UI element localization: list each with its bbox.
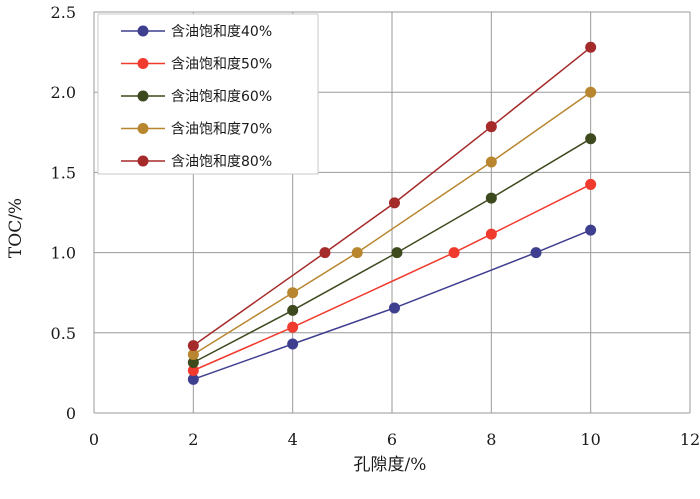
data-point-5 xyxy=(388,197,400,209)
data-point-1 xyxy=(287,338,299,350)
data-point-2 xyxy=(585,178,597,190)
x-tick-label: 0 xyxy=(89,430,99,449)
y-tick-label: 2.0 xyxy=(51,83,76,102)
x-tick-label: 2 xyxy=(188,430,198,449)
series-layer xyxy=(187,41,597,385)
y-axis-label: TOC/% xyxy=(6,198,26,258)
data-point-3 xyxy=(585,133,597,145)
data-point-4 xyxy=(351,247,363,259)
data-point-4 xyxy=(187,348,199,360)
legend-marker xyxy=(137,123,149,134)
x-tick-label: 8 xyxy=(486,430,496,449)
legend-marker xyxy=(137,155,149,167)
data-point-2 xyxy=(187,364,199,376)
data-point-1 xyxy=(388,302,400,314)
y-tick-label: 0 xyxy=(66,404,76,423)
x-tick-label: 10 xyxy=(580,430,600,449)
legend-label: 含油饱和度60% xyxy=(171,89,272,105)
legend-label: 含油饱和度40% xyxy=(171,24,272,40)
x-tick-label: 4 xyxy=(288,430,298,449)
data-point-5 xyxy=(187,340,199,352)
tick-labels: 0 2 4 6 8 10 12 0 0.5 1.0 1.5 2.0 2.5 xyxy=(51,3,700,449)
legend-box xyxy=(97,13,319,175)
data-point-2 xyxy=(485,228,497,240)
x-axis-label: 孔隙度/% xyxy=(354,455,427,475)
data-point-4 xyxy=(485,156,497,168)
y-tick-label: 0.5 xyxy=(51,324,76,343)
legend-label: 含油饱和度50% xyxy=(171,57,272,73)
legend-label: 含油饱和度70% xyxy=(171,122,272,138)
data-point-1 xyxy=(585,224,597,236)
data-point-1 xyxy=(530,247,542,259)
data-point-3 xyxy=(187,356,199,368)
data-point-2 xyxy=(287,321,299,333)
legend: 含油饱和度40% 含油饱和度50% 含油饱和度60% 含油饱和度70% 含油饱和度80% xyxy=(97,13,319,175)
data-point-3 xyxy=(391,247,403,259)
legend-marker xyxy=(137,90,149,102)
data-point-4 xyxy=(585,86,597,98)
data-point-5 xyxy=(485,121,497,133)
x-tick-label: 6 xyxy=(387,430,397,449)
data-point-3 xyxy=(485,192,497,204)
data-point-2 xyxy=(448,247,460,259)
data-point-1 xyxy=(187,373,199,385)
data-point-3 xyxy=(287,304,299,316)
x-tick-label: 12 xyxy=(680,430,700,449)
y-tick-label: 1.0 xyxy=(51,244,76,263)
data-point-5 xyxy=(585,41,597,53)
y-tick-label: 2.5 xyxy=(51,3,76,22)
y-tick-label: 1.5 xyxy=(51,163,76,182)
legend-marker xyxy=(137,25,149,37)
legend-label: 含油饱和度80% xyxy=(171,154,272,170)
data-point-5 xyxy=(319,247,331,259)
legend-marker xyxy=(137,58,149,69)
data-point-4 xyxy=(287,287,299,299)
